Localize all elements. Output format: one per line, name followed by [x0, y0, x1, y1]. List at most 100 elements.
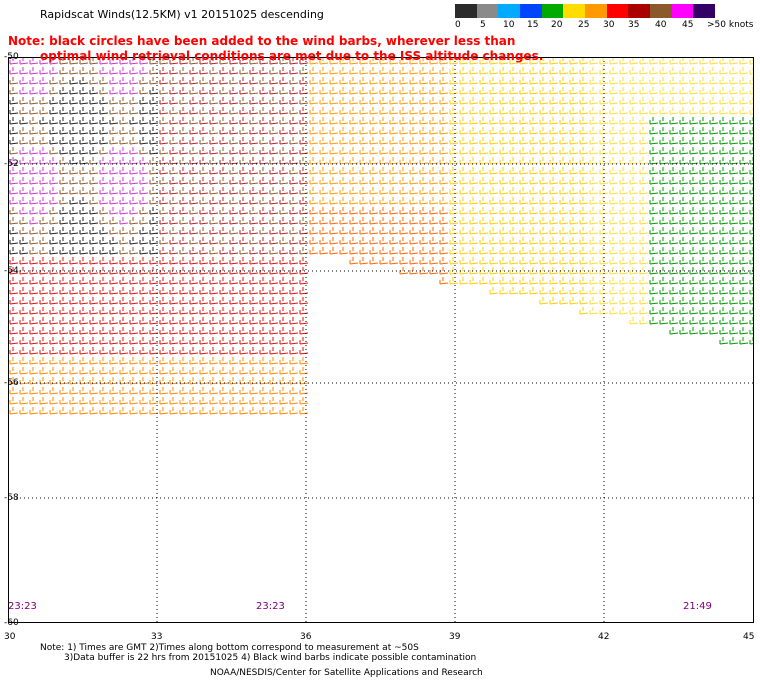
wind-barb: [579, 297, 589, 305]
wind-barb: [459, 277, 469, 285]
wind-barb: [239, 277, 249, 285]
wind-barb: [689, 67, 699, 75]
wind-barb: [679, 57, 689, 65]
wind-barb: [139, 77, 149, 85]
wind-barb: [629, 227, 639, 235]
wind-barb: [59, 337, 69, 345]
wind-barb: [129, 337, 139, 345]
wind-barb: [679, 217, 689, 225]
wind-barb: [319, 187, 329, 195]
wind-barb: [69, 217, 79, 225]
wind-barb: [209, 147, 219, 155]
wind-barb: [189, 207, 199, 215]
wind-barb: [289, 77, 299, 85]
wind-barb: [219, 187, 229, 195]
wind-barb: [249, 337, 259, 345]
wind-barb: [79, 107, 89, 115]
wind-barb: [179, 127, 189, 135]
wind-barb: [649, 277, 659, 285]
wind-barb: [129, 407, 139, 415]
wind-barb: [629, 117, 639, 125]
wind-barb: [649, 207, 659, 215]
wind-barb: [149, 307, 159, 315]
wind-barb: [709, 167, 719, 175]
wind-barb: [649, 217, 659, 225]
wind-barb: [309, 187, 319, 195]
wind-barb: [369, 87, 379, 95]
wind-barb: [69, 357, 79, 365]
wind-barb: [359, 67, 369, 75]
wind-barb: [409, 267, 419, 275]
wind-barb: [339, 97, 349, 105]
wind-barb: [59, 387, 69, 395]
wind-barb: [589, 247, 599, 255]
wind-barb: [579, 177, 589, 185]
wind-barb: [139, 137, 149, 145]
wind-barb: [559, 207, 569, 215]
wind-barb: [149, 407, 159, 415]
wind-barb: [179, 337, 189, 345]
wind-barb: [389, 107, 399, 115]
wind-barb: [689, 147, 699, 155]
wind-barb: [419, 247, 429, 255]
wind-barb: [29, 127, 39, 135]
wind-barb: [599, 297, 609, 305]
wind-barb: [449, 97, 459, 105]
wind-barb: [509, 137, 519, 145]
wind-barb: [29, 207, 39, 215]
wind-barb: [709, 67, 719, 75]
wind-barb: [39, 117, 49, 125]
wind-barb: [609, 297, 619, 305]
wind-barb: [419, 197, 429, 205]
wind-barb: [719, 297, 729, 305]
wind-barb: [509, 217, 519, 225]
wind-barb: [39, 147, 49, 155]
wind-barb: [49, 147, 59, 155]
wind-barb: [629, 177, 639, 185]
wind-barb: [59, 407, 69, 415]
wind-barb: [279, 187, 289, 195]
wind-barb: [39, 217, 49, 225]
colorbar-label: 40: [655, 20, 667, 30]
wind-barb: [359, 147, 369, 155]
wind-barb: [259, 97, 269, 105]
wind-barb: [129, 387, 139, 395]
wind-barb: [59, 307, 69, 315]
wind-barb: [89, 217, 99, 225]
wind-barb: [289, 207, 299, 215]
wind-barb: [319, 117, 329, 125]
wind-barb: [409, 67, 419, 75]
wind-barb: [629, 187, 639, 195]
contamination-note-line2: optimal wind retrieval conditions are me…: [40, 49, 544, 63]
wind-barb: [279, 347, 289, 355]
wind-barb: [99, 207, 109, 215]
wind-barb: [709, 317, 719, 325]
wind-barb: [719, 57, 729, 65]
wind-barb: [499, 237, 509, 245]
wind-barb: [169, 227, 179, 235]
wind-barb: [129, 257, 139, 265]
wind-barb: [149, 97, 159, 105]
wind-barb: [229, 257, 239, 265]
wind-barb: [309, 117, 319, 125]
wind-barb: [289, 397, 299, 405]
wind-barb: [229, 397, 239, 405]
wind-barb: [739, 297, 749, 305]
wind-barb: [149, 187, 159, 195]
wind-barb: [569, 117, 579, 125]
wind-barb: [279, 157, 289, 165]
wind-barb: [639, 107, 649, 115]
wind-barb: [49, 277, 59, 285]
wind-barb: [279, 127, 289, 135]
wind-barb: [99, 367, 109, 375]
wind-barb: [29, 107, 39, 115]
wind-barb: [159, 367, 169, 375]
wind-barb: [599, 77, 609, 85]
wind-barb: [229, 127, 239, 135]
wind-barb: [199, 157, 209, 165]
wind-barb: [729, 117, 739, 125]
wind-barb: [69, 177, 79, 185]
wind-barb: [649, 287, 659, 295]
wind-barb: [199, 177, 209, 185]
wind-barb: [639, 237, 649, 245]
